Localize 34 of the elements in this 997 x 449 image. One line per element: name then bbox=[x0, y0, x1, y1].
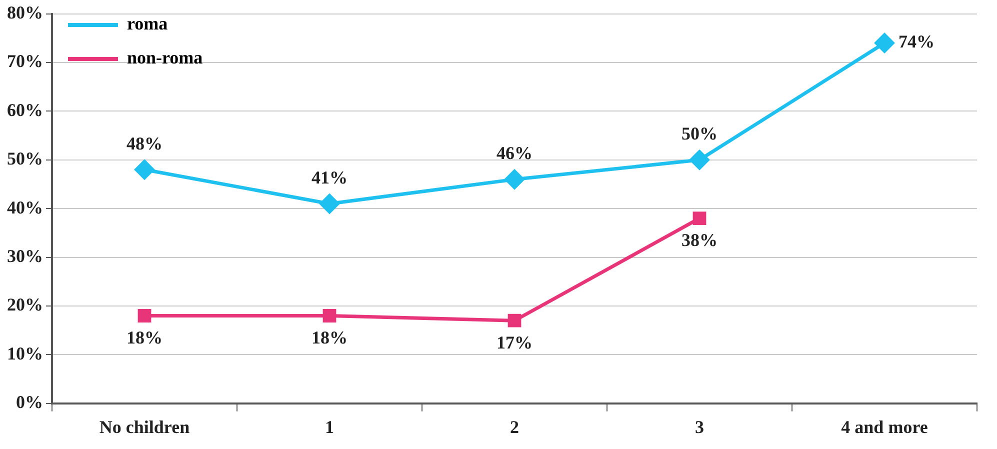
point bbox=[874, 33, 894, 53]
point bbox=[508, 314, 522, 328]
data-label: 18% bbox=[312, 327, 348, 348]
point bbox=[692, 212, 706, 226]
legend-label: non-roma bbox=[127, 48, 203, 68]
y-tick-label: 50% bbox=[7, 148, 43, 169]
point bbox=[138, 309, 152, 322]
y-tick-label: 10% bbox=[7, 343, 43, 364]
data-label: 18% bbox=[126, 327, 162, 348]
data-label: 74% bbox=[898, 32, 934, 52]
y-tick-label: 80% bbox=[7, 2, 43, 22]
data-label: 50% bbox=[682, 124, 718, 144]
data-label: 48% bbox=[126, 133, 162, 154]
y-tick-label: 30% bbox=[7, 246, 43, 266]
y-tick-label: 0% bbox=[16, 392, 43, 412]
data-label: 17% bbox=[496, 332, 532, 352]
x-tick-label: 3 bbox=[695, 416, 704, 437]
point bbox=[322, 309, 336, 322]
point bbox=[504, 170, 524, 190]
data-label: 41% bbox=[312, 167, 348, 188]
legend-label: roma bbox=[127, 14, 168, 34]
x-tick-label: 1 bbox=[325, 416, 334, 437]
x-tick-label: No children bbox=[99, 416, 190, 437]
point bbox=[320, 194, 340, 214]
data-label: 38% bbox=[682, 230, 718, 250]
data-label: 46% bbox=[496, 143, 532, 164]
y-tick-label: 40% bbox=[7, 197, 43, 218]
x-tick-label: 2 bbox=[510, 416, 519, 437]
y-tick-label: 20% bbox=[7, 294, 43, 315]
y-tick-label: 70% bbox=[7, 51, 43, 72]
point bbox=[134, 160, 154, 180]
x-tick-label: 4 and more bbox=[841, 416, 928, 437]
y-tick-label: 60% bbox=[7, 100, 43, 120]
point bbox=[690, 150, 710, 170]
